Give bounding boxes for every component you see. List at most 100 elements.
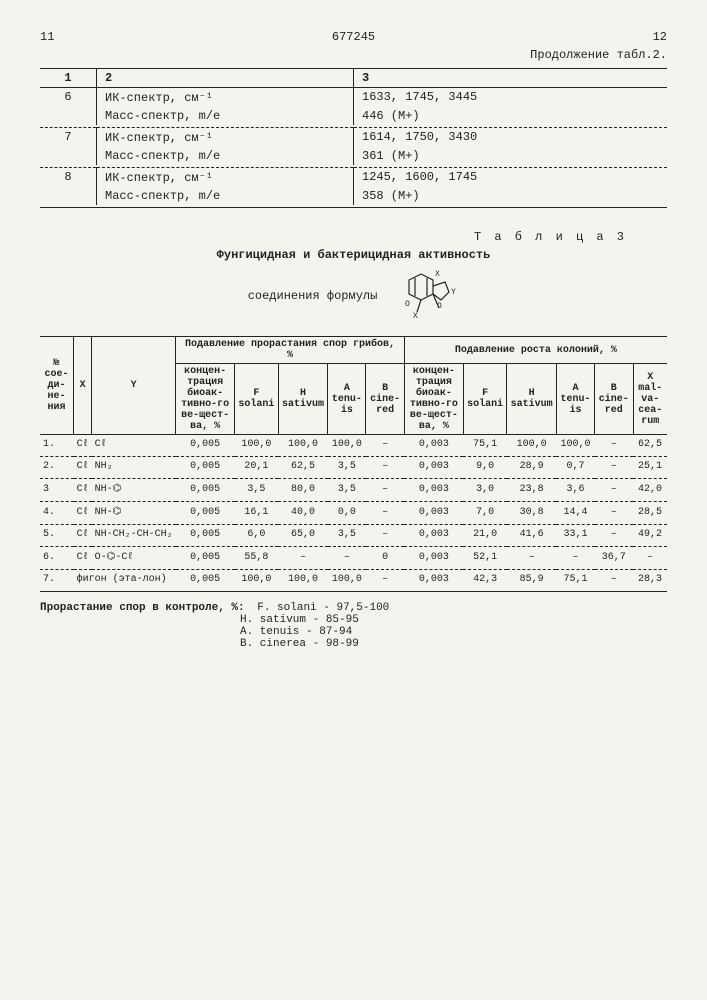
cell: 0,003 (404, 547, 463, 568)
prop-key: ИК-спектр, см⁻¹ (97, 168, 354, 188)
cell: 42,3 (463, 570, 507, 590)
prop-key: Масс-спектр, m/e (97, 147, 354, 165)
hdr-n: № сое-ди-не-ния (40, 337, 74, 435)
cell: 28,3 (633, 570, 667, 590)
table-row: 6ИК-спектр, см⁻¹1633, 1745, 3445 (40, 88, 667, 108)
cell: 0,005 (176, 547, 235, 568)
cell: 1. (40, 435, 74, 455)
cell: – (633, 547, 667, 568)
cell: – (595, 479, 633, 500)
table-row: Масс-спектр, m/e358 (M+) (40, 187, 667, 205)
hdr-c1: F solani (235, 364, 279, 435)
cell: 75,1 (556, 570, 594, 590)
hdr-conc1: концен-трация биоак-тивно-го ве-щест-ва,… (176, 364, 235, 435)
cell: Cℓ (92, 435, 176, 455)
hdr-c2b: H sativum (507, 364, 557, 435)
formula-label: соединения формулы (248, 289, 378, 303)
cell: 0 (366, 547, 404, 568)
cell: Cℓ (74, 435, 92, 455)
col-3-header: 3 (354, 69, 668, 88)
table-row: 2.CℓNH₂0,00520,162,53,5–0,0039,028,90,7–… (40, 457, 667, 477)
cell: – (366, 479, 404, 500)
cell: 0,003 (404, 525, 463, 545)
row-num (40, 147, 97, 165)
cell: 100,0 (235, 435, 279, 455)
prop-key: Масс-спектр, m/e (97, 187, 354, 205)
footer-label: Прорастание спор в контроле, %: (40, 602, 245, 614)
cell: 0,003 (404, 479, 463, 500)
col-1-header: 1 (40, 69, 97, 88)
cell: 75,1 (463, 435, 507, 455)
table-3-subtitle: Фунгицидная и бактерицидная активность (40, 248, 667, 262)
cell: 52,1 (463, 547, 507, 568)
cell: 30,8 (507, 502, 557, 523)
svg-text:X: X (435, 270, 440, 279)
footer-item: F. solani - 97,5-100 (257, 602, 389, 614)
cell: 6. (40, 547, 74, 568)
cell: 65,0 (278, 525, 328, 545)
cell: – (328, 547, 366, 568)
table-row: 1.CℓCℓ0,005100,0100,0100,0–0,00375,1100,… (40, 435, 667, 455)
hdr-c1b: F solani (463, 364, 507, 435)
hdr-y: Y (92, 337, 176, 435)
cell: 3,5 (328, 525, 366, 545)
table-row: 7ИК-спектр, см⁻¹1614, 1750, 3430 (40, 128, 667, 148)
table-3-title: Т а б л и ц а 3 (40, 230, 627, 244)
cell: Cℓ (74, 502, 92, 523)
table-row: 7.фигон (эта-лон)0,005100,0100,0100,0–0,… (40, 570, 667, 590)
table-row: Масс-спектр, m/e446 (M+) (40, 107, 667, 125)
prop-val: 1614, 1750, 3430 (354, 128, 668, 148)
continuation-label: Продолжение табл.2. (40, 48, 667, 62)
prop-val: 446 (M+) (354, 107, 668, 125)
cell: 0,7 (556, 457, 594, 477)
doc-number: 677245 (54, 30, 652, 44)
cell: – (366, 435, 404, 455)
cell: 36,7 (595, 547, 633, 568)
hdr-c4b: B cine-red (595, 364, 633, 435)
hdr-x: X (74, 337, 92, 435)
page-num-right: 12 (653, 30, 667, 44)
cell: 0,0 (328, 502, 366, 523)
cell: – (278, 547, 328, 568)
divider (40, 205, 667, 208)
cell: 0,005 (176, 570, 235, 590)
cell: 6,0 (235, 525, 279, 545)
cell: 0,005 (176, 525, 235, 545)
table-row: 3CℓNH-⌬0,0053,580,03,5–0,0033,023,83,6–4… (40, 479, 667, 500)
cell: 62,5 (633, 435, 667, 455)
hdr-group1: Подавление прорастания спор грибов, % (176, 337, 405, 364)
cell: 3,0 (463, 479, 507, 500)
prop-val: 358 (M+) (354, 187, 668, 205)
cell: 33,1 (556, 525, 594, 545)
cell: фигон (эта-лон) (74, 570, 176, 590)
cell: 5. (40, 525, 74, 545)
prop-key: ИК-спектр, см⁻¹ (97, 128, 354, 148)
structure-icon: X Y X O O (389, 268, 459, 324)
row-num: 6 (40, 88, 97, 108)
svg-text:X: X (413, 312, 418, 321)
cell: 2. (40, 457, 74, 477)
cell: 0,005 (176, 479, 235, 500)
cell: 16,1 (235, 502, 279, 523)
cell: 3,5 (328, 457, 366, 477)
cell: 100,0 (507, 435, 557, 455)
page-num-left: 11 (40, 30, 54, 44)
row-num: 8 (40, 168, 97, 188)
cell: NH-CH₂-CH-CH₂ (92, 525, 176, 545)
cell: 100,0 (278, 570, 328, 590)
cell: – (595, 525, 633, 545)
cell: Cℓ (74, 547, 92, 568)
table-row: 4.CℓNH-⌬0,00516,140,00,0–0,0037,030,814,… (40, 502, 667, 523)
cell: 4. (40, 502, 74, 523)
cell: 0,005 (176, 502, 235, 523)
footer-item: B. cinerea - 98-99 (240, 638, 667, 650)
cell: 55,8 (235, 547, 279, 568)
cell: 3,5 (235, 479, 279, 500)
cell: – (595, 435, 633, 455)
table-2: 1 2 3 6ИК-спектр, см⁻¹1633, 1745, 3445Ма… (40, 68, 667, 208)
cell: 23,8 (507, 479, 557, 500)
hdr-conc2: концен-трация биоак-тивно-го ве-щест-ва,… (404, 364, 463, 435)
cell: 40,0 (278, 502, 328, 523)
hdr-c3b: A tenu-is (556, 364, 594, 435)
svg-text:O: O (437, 302, 442, 311)
